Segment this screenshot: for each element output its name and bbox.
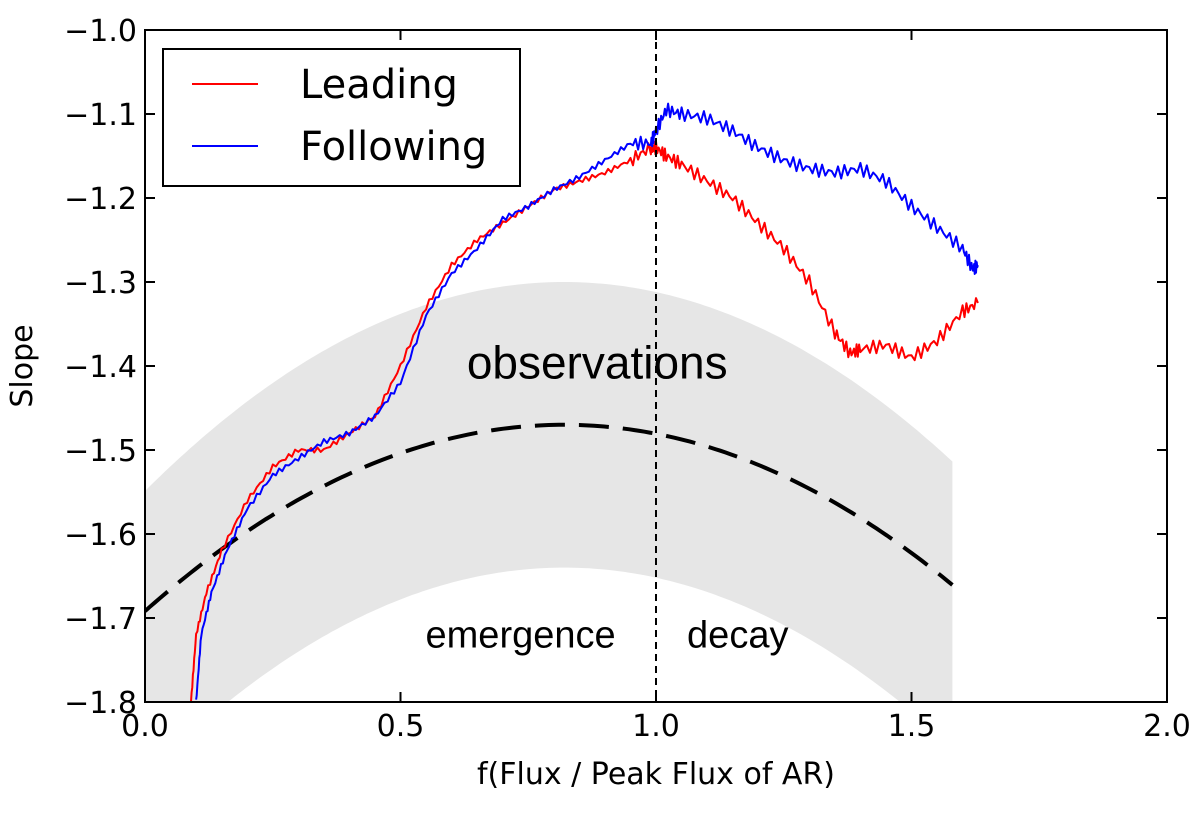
x-tick-label: 0.0 — [121, 709, 169, 744]
series-layer — [190, 102, 979, 702]
x-tick-label: 2.0 — [1143, 709, 1191, 744]
y-tick-label: −1.8 — [64, 686, 137, 721]
observations-band-layer — [145, 282, 953, 702]
y-tick-label: −1.6 — [64, 518, 137, 553]
series-line-leading — [190, 140, 979, 702]
observations-label: observations — [467, 337, 728, 389]
legend-box — [162, 48, 521, 187]
emergence-label: emergence — [426, 614, 616, 656]
observations-band — [145, 282, 953, 702]
y-tick-label: −1.3 — [64, 266, 137, 301]
x-tick-label: 1.0 — [632, 709, 680, 744]
y-axis-title: Slope — [5, 324, 40, 407]
x-tick-label: 0.5 — [377, 709, 425, 744]
x-axis-title: f(Flux / Peak Flux of AR) — [477, 757, 835, 792]
tick-labels: 0.0 0.5 1.0 1.5 2.0 −1.0 −1.1 −1.2 −1.3 −1.4 −1.5 −… — [64, 14, 1191, 744]
series-line-following — [195, 102, 979, 700]
model-curve-layer — [145, 422, 954, 613]
decay-label: decay — [687, 614, 788, 656]
axes-layer — [144, 29, 1168, 703]
legend: Leading Following — [162, 48, 521, 187]
y-tick-label: −1.7 — [64, 602, 137, 637]
legend-label-following: Following — [300, 124, 487, 170]
y-tick-label: −1.2 — [64, 182, 137, 217]
model-curve — [145, 422, 954, 613]
y-tick-label: −1.0 — [64, 14, 137, 49]
y-tick-label: −1.4 — [64, 350, 137, 385]
y-tick-label: −1.1 — [64, 98, 137, 133]
y-tick-label: −1.5 — [64, 434, 137, 469]
legend-label-leading: Leading — [300, 62, 458, 108]
x-tick-label: 1.5 — [888, 709, 936, 744]
